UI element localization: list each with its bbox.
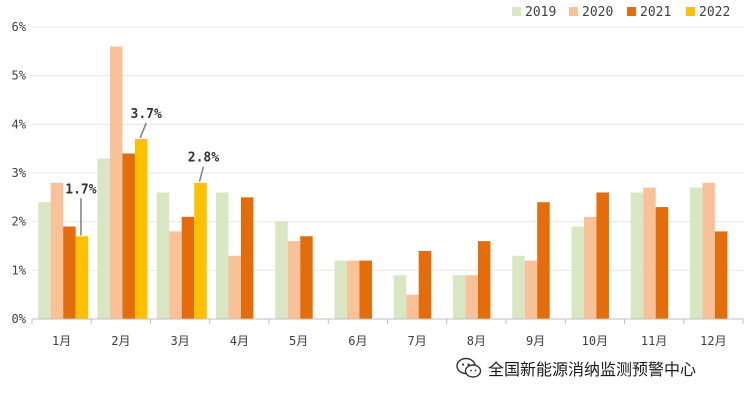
bar <box>275 221 288 319</box>
y-tick-label: 6% <box>12 20 27 34</box>
bars <box>38 46 728 319</box>
bar <box>477 241 491 319</box>
y-tick-label: 2% <box>12 215 27 229</box>
bar <box>689 187 703 319</box>
legend-label: 2020 <box>582 5 613 20</box>
x-tick-label: 9月 <box>526 334 545 348</box>
bar <box>406 294 419 319</box>
bar <box>524 260 538 319</box>
bar <box>194 182 207 319</box>
x-tick-label: 3月 <box>171 334 190 348</box>
bar <box>655 207 669 319</box>
y-tick-label: 0% <box>12 312 27 326</box>
bar <box>122 153 135 319</box>
watermark: 全国新能源消纳监测预警中心 <box>456 356 696 380</box>
bar <box>537 202 550 319</box>
bar <box>240 197 254 319</box>
bar <box>156 192 170 319</box>
bar <box>38 202 51 319</box>
bar <box>75 236 89 319</box>
bar <box>169 231 182 319</box>
bar <box>300 236 313 319</box>
x-tick-label: 11月 <box>641 334 667 348</box>
x-tick-label: 10月 <box>582 334 608 348</box>
bar <box>393 275 407 319</box>
bar <box>63 226 76 319</box>
bar <box>571 226 584 319</box>
bar <box>702 182 715 319</box>
x-tick-label: 1月 <box>52 334 71 348</box>
x-tick-label: 7月 <box>408 334 427 348</box>
legend-label: 2022 <box>699 5 730 20</box>
bar <box>50 182 64 319</box>
y-tick-label: 5% <box>12 69 27 83</box>
bar <box>346 260 360 319</box>
x-tick-label: 5月 <box>289 334 308 348</box>
bar <box>181 216 195 319</box>
legend-swatch <box>686 7 695 16</box>
bar <box>583 216 597 319</box>
bar <box>418 250 432 319</box>
data-label: 3.7% <box>131 107 162 122</box>
x-tick-label: 8月 <box>467 334 486 348</box>
legend-label: 2019 <box>525 5 556 20</box>
bar <box>334 260 347 319</box>
bar <box>359 260 372 319</box>
bar <box>465 275 478 319</box>
x-tick-label: 4月 <box>230 334 249 348</box>
y-tick-label: 4% <box>12 117 27 131</box>
bar <box>630 192 644 319</box>
data-label: 2.8% <box>188 151 219 166</box>
x-tick-label: 12月 <box>700 334 726 348</box>
x-tick-label: 2月 <box>111 334 130 348</box>
bar <box>109 46 123 319</box>
bar <box>97 158 110 319</box>
axis: 0% 1% 2% 3% 4% 5% 6% 1月 2月 3月 4月 5月 6月 7月 8月 9月 10月 11月 12… <box>12 20 744 348</box>
legend-label: 2021 <box>640 5 671 20</box>
y-tick-label: 3% <box>12 166 27 180</box>
wechat-icon <box>456 357 482 378</box>
data-label: 1.7% <box>65 182 96 197</box>
bar <box>596 192 609 319</box>
bar <box>287 241 301 319</box>
y-tick-label: 1% <box>12 263 27 277</box>
callout-line <box>198 166 205 182</box>
legend-swatch <box>512 7 521 16</box>
legend-swatch <box>627 7 636 16</box>
bar <box>714 231 728 319</box>
legend: 2019 2020 2021 2022 <box>512 5 730 20</box>
bar <box>134 138 148 319</box>
x-tick-label: 6月 <box>348 334 367 348</box>
bar <box>512 255 525 319</box>
bar <box>228 255 241 319</box>
bar <box>452 275 466 319</box>
legend-swatch <box>569 7 578 16</box>
grid <box>32 26 743 271</box>
watermark-text: 全国新能源消纳监测预警中心 <box>488 360 697 379</box>
callout-line <box>139 122 147 139</box>
bar <box>643 187 656 319</box>
bar <box>215 192 229 319</box>
callouts: 1.7% 3.7% 2.8% <box>65 107 219 236</box>
